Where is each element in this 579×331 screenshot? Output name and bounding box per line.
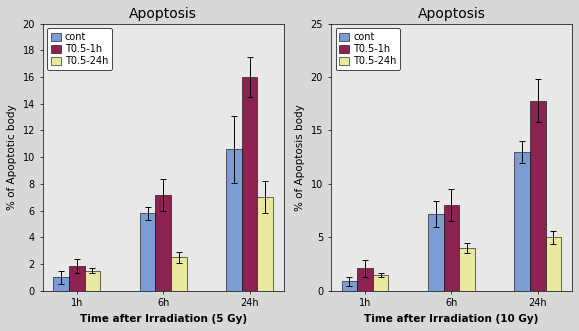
Y-axis label: % of Apoptotic body: % of Apoptotic body — [7, 104, 17, 210]
Legend: cont, T0.5-1h, T0.5-24h: cont, T0.5-1h, T0.5-24h — [47, 28, 112, 70]
Bar — [342, 281, 357, 291]
Bar — [257, 197, 273, 291]
Bar — [514, 152, 530, 291]
Bar — [444, 205, 459, 291]
Legend: cont, T0.5-1h, T0.5-24h: cont, T0.5-1h, T0.5-24h — [336, 28, 400, 70]
Bar — [357, 268, 373, 291]
X-axis label: Time after Irradiation (5 Gy): Time after Irradiation (5 Gy) — [80, 314, 247, 324]
Bar — [226, 149, 242, 291]
Y-axis label: % of Apoptosis body: % of Apoptosis body — [295, 104, 305, 211]
Bar — [428, 214, 444, 291]
Bar — [155, 195, 171, 291]
Bar — [171, 258, 186, 291]
Bar — [53, 277, 69, 291]
Title: Apoptosis: Apoptosis — [129, 7, 197, 21]
X-axis label: Time after Irradiation (10 Gy): Time after Irradiation (10 Gy) — [364, 314, 538, 324]
Title: Apoptosis: Apoptosis — [417, 7, 485, 21]
Bar — [242, 77, 257, 291]
Bar — [545, 237, 561, 291]
Bar — [140, 213, 155, 291]
Bar — [459, 248, 475, 291]
Bar — [69, 266, 85, 291]
Bar — [373, 275, 389, 291]
Bar — [530, 101, 545, 291]
Bar — [85, 271, 100, 291]
